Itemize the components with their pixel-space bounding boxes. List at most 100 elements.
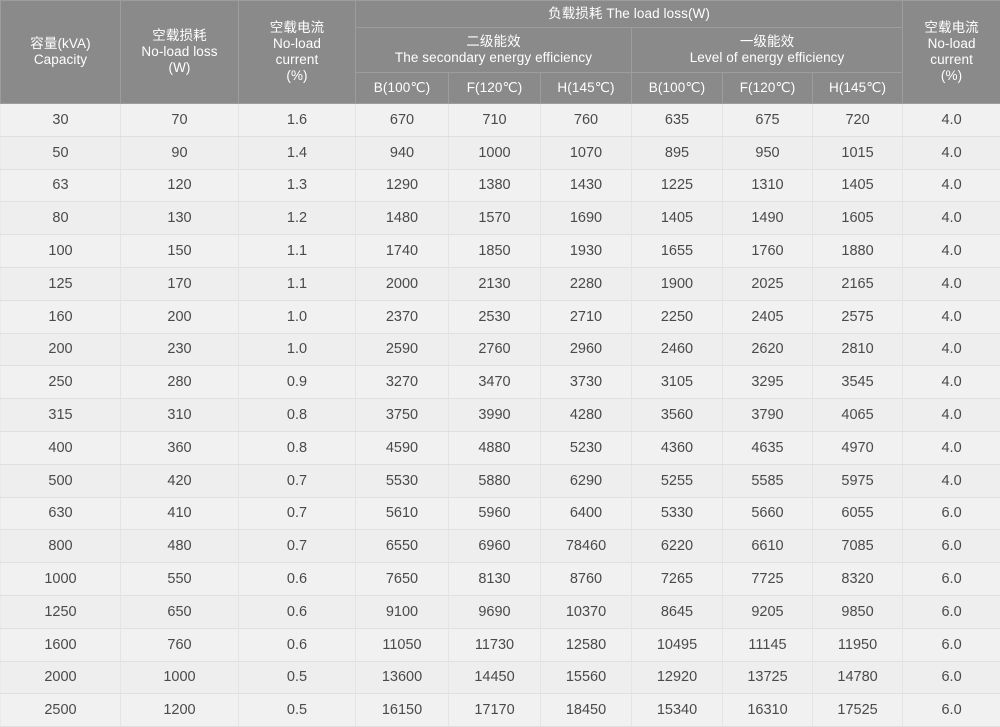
cell-lvl-b: 635 <box>632 104 723 137</box>
cell-no-load-current-left: 1.1 <box>239 267 356 300</box>
header-no-load-current-right: 空载电流 No-load current (%) <box>903 1 1000 104</box>
cell-lvl-b: 7265 <box>632 563 723 596</box>
cell-lvl-h: 720 <box>813 104 903 137</box>
header-level-efficiency-en: Level of energy efficiency <box>633 50 901 66</box>
cell-sec-b: 9100 <box>356 595 449 628</box>
cell-lvl-h: 9850 <box>813 595 903 628</box>
cell-capacity: 30 <box>1 104 121 137</box>
cell-sec-f: 710 <box>449 104 541 137</box>
cell-capacity: 1600 <box>1 628 121 661</box>
header-temp-sec-b: B(100℃) <box>356 73 449 104</box>
header-level-efficiency: 一级能效 Level of energy efficiency <box>632 28 903 73</box>
cell-sec-h: 760 <box>541 104 632 137</box>
header-no-load-current-left-en1: No-load <box>240 36 354 52</box>
cell-sec-b: 13600 <box>356 661 449 694</box>
header-row-top: 容量(kVA) Capacity 空载损耗 No-load loss (W) 空… <box>1 1 1000 28</box>
cell-sec-h: 18450 <box>541 694 632 727</box>
cell-sec-b: 6550 <box>356 530 449 563</box>
cell-no-load-current-right: 6.0 <box>903 694 1000 727</box>
cell-sec-b: 1740 <box>356 235 449 268</box>
cell-lvl-h: 2165 <box>813 267 903 300</box>
cell-sec-b: 1290 <box>356 169 449 202</box>
cell-capacity: 2500 <box>1 694 121 727</box>
cell-no-load-current-right: 6.0 <box>903 661 1000 694</box>
cell-no-load-loss: 310 <box>121 399 239 432</box>
cell-no-load-current-right: 4.0 <box>903 300 1000 333</box>
cell-no-load-loss: 120 <box>121 169 239 202</box>
header-capacity: 容量(kVA) Capacity <box>1 1 121 104</box>
cell-no-load-loss: 170 <box>121 267 239 300</box>
cell-lvl-b: 10495 <box>632 628 723 661</box>
cell-no-load-current-right: 4.0 <box>903 104 1000 137</box>
cell-capacity: 63 <box>1 169 121 202</box>
cell-lvl-h: 4065 <box>813 399 903 432</box>
cell-no-load-current-right: 6.0 <box>903 497 1000 530</box>
cell-sec-f: 8130 <box>449 563 541 596</box>
cell-capacity: 800 <box>1 530 121 563</box>
cell-no-load-current-right: 4.0 <box>903 267 1000 300</box>
cell-lvl-b: 1655 <box>632 235 723 268</box>
cell-sec-h: 1690 <box>541 202 632 235</box>
cell-lvl-b: 15340 <box>632 694 723 727</box>
cell-lvl-b: 2250 <box>632 300 723 333</box>
cell-capacity: 50 <box>1 136 121 169</box>
cell-lvl-f: 16310 <box>723 694 813 727</box>
cell-no-load-loss: 280 <box>121 366 239 399</box>
cell-sec-h: 2280 <box>541 267 632 300</box>
cell-sec-f: 1000 <box>449 136 541 169</box>
cell-no-load-loss: 480 <box>121 530 239 563</box>
cell-no-load-current-left: 0.7 <box>239 497 356 530</box>
cell-sec-f: 4880 <box>449 431 541 464</box>
cell-no-load-current-left: 1.4 <box>239 136 356 169</box>
cell-lvl-f: 2405 <box>723 300 813 333</box>
cell-no-load-current-left: 0.6 <box>239 628 356 661</box>
cell-no-load-loss: 760 <box>121 628 239 661</box>
cell-no-load-current-left: 1.6 <box>239 104 356 137</box>
header-temp-lvl-f: F(120℃) <box>723 73 813 104</box>
cell-lvl-h: 11950 <box>813 628 903 661</box>
cell-lvl-b: 1225 <box>632 169 723 202</box>
cell-lvl-h: 6055 <box>813 497 903 530</box>
cell-no-load-current-right: 6.0 <box>903 530 1000 563</box>
cell-lvl-b: 6220 <box>632 530 723 563</box>
header-no-load-current-right-en2: current <box>904 52 999 68</box>
cell-lvl-b: 1405 <box>632 202 723 235</box>
cell-sec-b: 3270 <box>356 366 449 399</box>
header-load-loss-group: 负载损耗 The load loss(W) <box>356 1 903 28</box>
cell-no-load-current-right: 4.0 <box>903 333 1000 366</box>
cell-no-load-loss: 650 <box>121 595 239 628</box>
cell-capacity: 1000 <box>1 563 121 596</box>
header-no-load-loss-unit: (W) <box>122 60 237 76</box>
header-capacity-cn: 容量(kVA) <box>2 36 119 52</box>
cell-lvl-b: 4360 <box>632 431 723 464</box>
cell-lvl-f: 1760 <box>723 235 813 268</box>
cell-lvl-f: 2620 <box>723 333 813 366</box>
cell-lvl-b: 895 <box>632 136 723 169</box>
table-header: 容量(kVA) Capacity 空载损耗 No-load loss (W) 空… <box>1 1 1000 104</box>
cell-no-load-current-right: 6.0 <box>903 563 1000 596</box>
cell-capacity: 315 <box>1 399 121 432</box>
header-no-load-current-left-cn: 空载电流 <box>240 20 354 36</box>
cell-no-load-current-left: 0.8 <box>239 431 356 464</box>
cell-sec-h: 2710 <box>541 300 632 333</box>
cell-lvl-f: 5585 <box>723 464 813 497</box>
cell-lvl-f: 950 <box>723 136 813 169</box>
cell-sec-f: 2130 <box>449 267 541 300</box>
cell-sec-b: 2000 <box>356 267 449 300</box>
cell-no-load-current-right: 4.0 <box>903 169 1000 202</box>
cell-lvl-f: 13725 <box>723 661 813 694</box>
cell-lvl-f: 3295 <box>723 366 813 399</box>
